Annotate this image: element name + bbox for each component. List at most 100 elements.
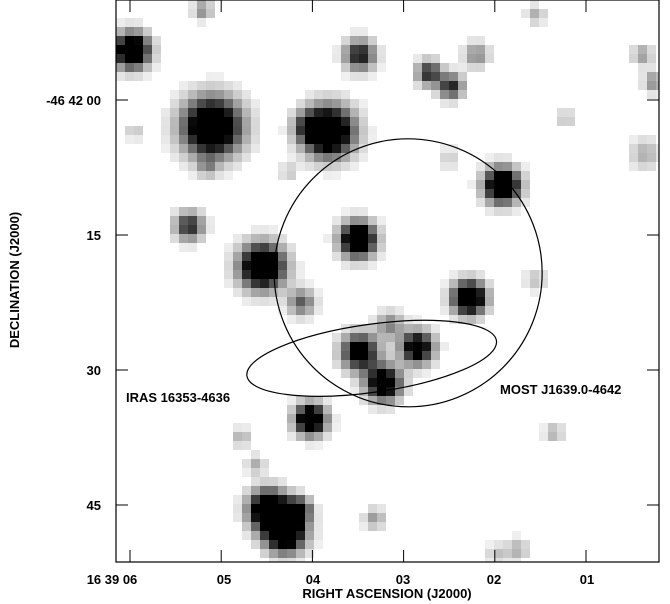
image-pixel — [287, 423, 296, 432]
image-pixel — [296, 396, 305, 405]
image-pixel — [152, 54, 161, 63]
image-pixel — [377, 306, 386, 315]
image-pixel — [530, 279, 539, 288]
image-pixel — [404, 387, 413, 396]
image-pixel — [629, 153, 638, 162]
image-pixel — [296, 162, 305, 171]
image-pixel — [314, 405, 323, 414]
image-pixel — [161, 144, 170, 153]
image-pixel — [395, 360, 404, 369]
image-pixel — [350, 234, 359, 243]
image-pixel — [197, 153, 206, 162]
image-pixel — [566, 108, 575, 117]
image-pixel — [341, 216, 350, 225]
y-axis-title: DECLINATION (J2000) — [7, 212, 22, 348]
image-pixel — [359, 234, 368, 243]
image-pixel — [458, 279, 467, 288]
image-pixel — [251, 225, 260, 234]
image-pixel — [305, 396, 314, 405]
image-pixel — [125, 126, 134, 135]
image-pixel — [251, 243, 260, 252]
image-pixel — [332, 117, 341, 126]
image-pixel — [260, 261, 269, 270]
image-pixel — [539, 9, 548, 18]
image-pixel — [206, 126, 215, 135]
image-pixel — [422, 369, 431, 378]
image-pixel — [368, 396, 377, 405]
image-pixel — [269, 504, 278, 513]
image-pixel — [341, 153, 350, 162]
image-pixel — [152, 45, 161, 54]
image-pixel — [476, 162, 485, 171]
image-pixel — [368, 261, 377, 270]
image-pixel — [242, 495, 251, 504]
image-pixel — [332, 216, 341, 225]
image-pixel — [125, 135, 134, 144]
image-pixel — [467, 63, 476, 72]
image-pixel — [305, 414, 314, 423]
image-pixel — [368, 405, 377, 414]
image-pixel — [539, 270, 548, 279]
image-pixel — [431, 342, 440, 351]
image-pixel — [377, 369, 386, 378]
image-pixel — [197, 81, 206, 90]
image-pixel — [287, 288, 296, 297]
image-pixel — [269, 531, 278, 540]
image-pixel — [647, 54, 656, 63]
image-pixel — [647, 45, 656, 54]
image-pixel — [512, 207, 521, 216]
x-axis-title: RIGHT ASCENSION (J2000) — [302, 586, 471, 601]
image-pixel — [206, 90, 215, 99]
image-pixel — [296, 261, 305, 270]
image-pixel — [242, 243, 251, 252]
image-pixel — [638, 45, 647, 54]
image-pixel — [251, 495, 260, 504]
image-pixel — [260, 234, 269, 243]
image-pixel — [332, 234, 341, 243]
image-pixel — [251, 99, 260, 108]
image-pixel — [305, 108, 314, 117]
image-pixel — [242, 144, 251, 153]
image-pixel — [305, 117, 314, 126]
image-pixel — [215, 117, 224, 126]
image-pixel — [269, 243, 278, 252]
image-pixel — [242, 513, 251, 522]
image-pixel — [449, 306, 458, 315]
image-pixel — [503, 189, 512, 198]
image-pixel — [368, 324, 377, 333]
image-pixel — [368, 234, 377, 243]
image-pixel — [206, 135, 215, 144]
image-pixel — [467, 306, 476, 315]
image-pixel — [287, 558, 296, 562]
image-pixel — [629, 135, 638, 144]
image-pixel — [332, 90, 341, 99]
image-pixel — [251, 108, 260, 117]
image-pixel — [368, 342, 377, 351]
image-pixel — [341, 360, 350, 369]
image-pixel — [170, 117, 179, 126]
image-pixel — [215, 72, 224, 81]
image-pixel — [521, 9, 530, 18]
image-pixel — [440, 81, 449, 90]
image-pixel — [179, 99, 188, 108]
image-pixel — [233, 144, 242, 153]
image-pixel — [233, 234, 242, 243]
image-pixel — [116, 18, 125, 27]
image-pixel — [440, 72, 449, 81]
image-pixel — [350, 351, 359, 360]
image-pixel — [656, 144, 659, 153]
image-pixel — [530, 9, 539, 18]
image-pixel — [242, 117, 251, 126]
image-pixel — [485, 540, 494, 549]
image-pixel — [215, 153, 224, 162]
image-pixel — [224, 171, 233, 180]
image-pixel — [485, 549, 494, 558]
image-pixel — [629, 54, 638, 63]
image-pixel — [134, 18, 143, 27]
image-pixel — [251, 234, 260, 243]
image-pixel — [521, 270, 530, 279]
image-pixel — [287, 495, 296, 504]
image-pixel — [350, 108, 359, 117]
image-pixel — [341, 234, 350, 243]
image-pixel — [341, 63, 350, 72]
